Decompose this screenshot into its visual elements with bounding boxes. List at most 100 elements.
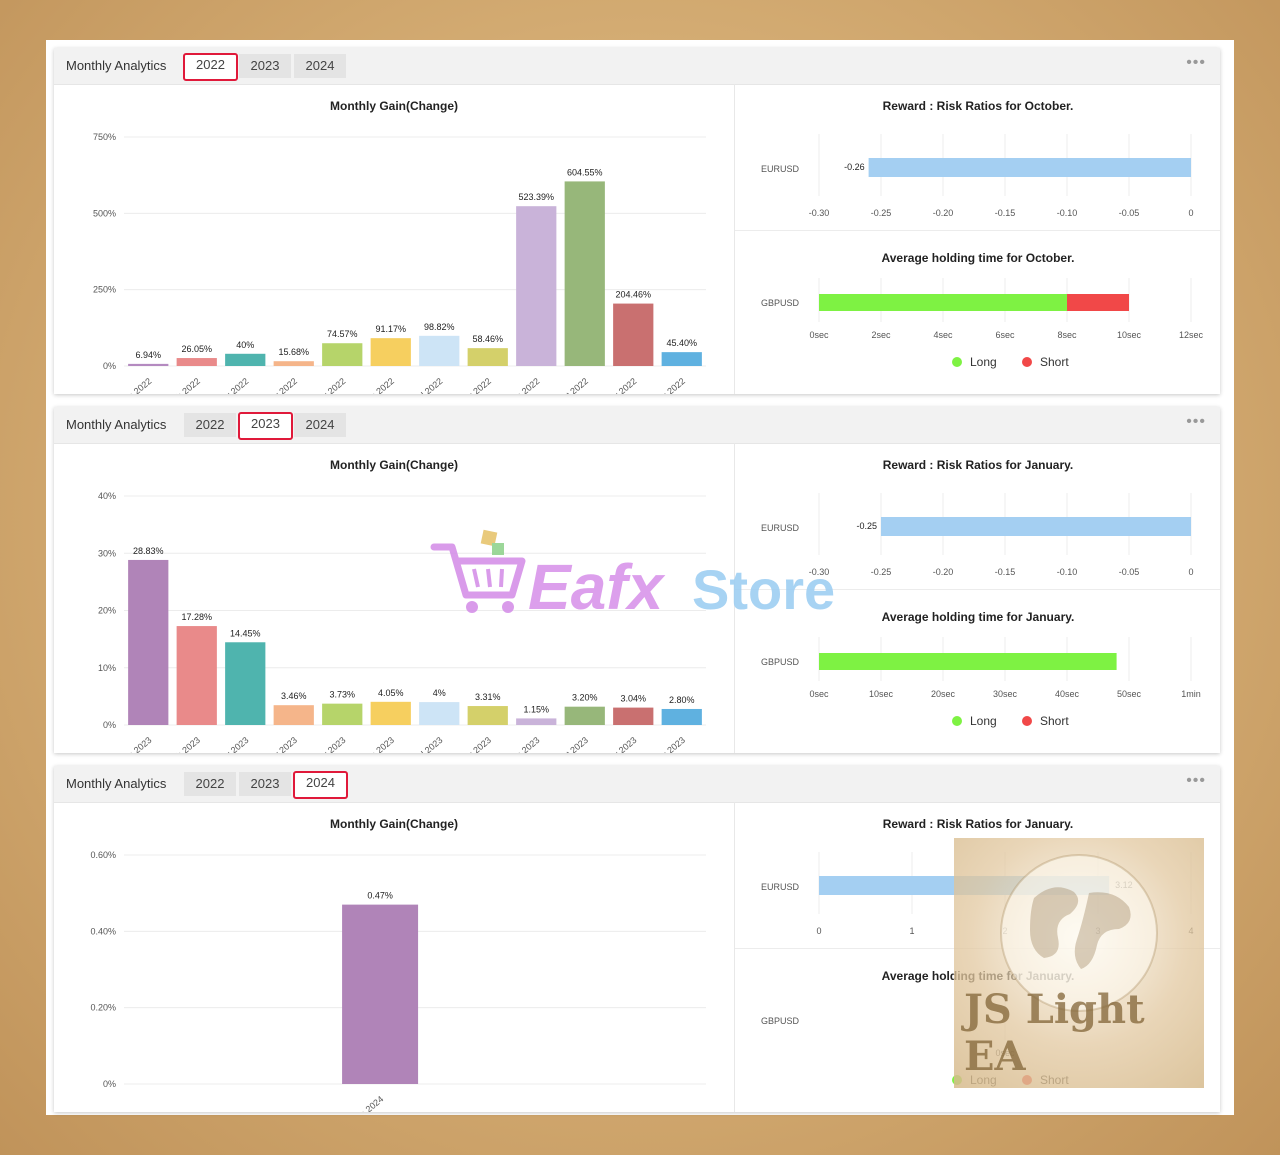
gain-data-label: 204.46%	[615, 290, 651, 300]
gain-bar[interactable]	[176, 626, 217, 725]
gain-y-tick: 0.40%	[90, 926, 116, 936]
legend-long[interactable]: Long	[952, 1073, 997, 1087]
hold-short-bar[interactable]	[1067, 294, 1129, 311]
hold-x-tick: 50sec	[1117, 689, 1142, 699]
tab-year-2022[interactable]: 2022	[184, 772, 236, 796]
gain-x-tick: Oct 2022	[556, 376, 590, 394]
gain-bar[interactable]	[419, 702, 460, 725]
tab-year-2023[interactable]: 2023	[239, 54, 291, 78]
hold-x-tick: 0sec	[809, 689, 829, 699]
holding-time-chart: Average holding time for January. 0sec 10s…	[761, 610, 1201, 699]
gain-bar[interactable]	[661, 708, 702, 725]
tab-year-2023[interactable]: 2023	[239, 772, 291, 796]
gain-bar[interactable]	[273, 361, 314, 366]
legend-long[interactable]: Long	[952, 355, 997, 369]
gain-data-label: 74.57%	[327, 329, 358, 339]
gain-y-tick: 0.20%	[90, 1003, 116, 1013]
hold-x-tick: 12sec	[1179, 330, 1204, 340]
rr-x-tick: -0.15	[995, 567, 1016, 577]
analytics-sheet: Monthly Analytics 2022 2023 2024 ••• Monthly …	[46, 40, 1234, 1115]
legend-long-label: Long	[970, 714, 997, 728]
gain-data-label: 3.04%	[620, 694, 646, 704]
panel-divider	[734, 84, 735, 394]
legend-long-dot-icon	[952, 1075, 962, 1085]
more-dots-icon[interactable]: •••	[1186, 54, 1206, 71]
rr-value-label: -0.26	[844, 162, 865, 172]
tab-year-2023[interactable]: 2023	[238, 412, 293, 440]
panel-divider	[734, 443, 735, 753]
panel-divider	[735, 230, 1220, 231]
gain-bar[interactable]	[370, 338, 411, 366]
gain-bar[interactable]	[128, 363, 169, 366]
gain-data-label: 0.47%	[367, 891, 393, 901]
gain-x-tick: Feb 2023	[166, 735, 202, 753]
gain-bar[interactable]	[322, 703, 363, 725]
gain-bar[interactable]	[128, 559, 169, 725]
more-dots-icon[interactable]: •••	[1186, 413, 1206, 430]
hold-long-bar[interactable]	[819, 294, 1067, 311]
hold-x-tick: 10sec	[1117, 330, 1142, 340]
tab-year-2024[interactable]: 2024	[294, 413, 346, 437]
gain-x-tick: Aug 2022	[457, 376, 493, 394]
gain-data-label: 58.46%	[472, 334, 503, 344]
rr-bar[interactable]	[881, 517, 1191, 536]
more-dots-icon[interactable]: •••	[1186, 772, 1206, 789]
gain-bar[interactable]	[467, 348, 508, 366]
gain-y-tick: 0%	[103, 361, 116, 371]
gain-bar[interactable]	[176, 358, 217, 366]
gain-bar[interactable]	[370, 701, 411, 725]
gain-bar[interactable]	[225, 642, 266, 725]
gain-x-tick: Feb 2022	[166, 376, 202, 394]
gain-bar[interactable]	[225, 353, 266, 366]
gain-y-tick: 750%	[93, 132, 116, 142]
rr-bar[interactable]	[868, 158, 1191, 177]
rr-x-tick: -0.20	[933, 567, 954, 577]
gain-bar[interactable]	[661, 352, 702, 366]
reward-risk-chart: Reward : Risk Ratios for October. -0.30 -0…	[761, 99, 1194, 218]
gain-bar[interactable]	[613, 707, 654, 725]
rr-x-tick: -0.15	[995, 208, 1016, 218]
gain-bar[interactable]	[467, 706, 508, 725]
gain-data-label: 3.73%	[329, 690, 355, 700]
gain-x-tick: Apr 2022	[265, 376, 299, 394]
rr-bar[interactable]	[819, 876, 1110, 895]
legend-short[interactable]: Short	[1022, 714, 1069, 728]
gain-bar[interactable]	[516, 718, 557, 725]
panel-divider	[735, 948, 1220, 949]
tab-year-2024[interactable]: 2024	[294, 54, 346, 78]
legend-long[interactable]: Long	[952, 714, 997, 728]
rr-x-tick: 0	[1188, 208, 1193, 218]
rr-x-tick: -0.10	[1057, 208, 1078, 218]
gain-x-tick: Apr 2023	[265, 735, 299, 753]
gain-bar[interactable]	[342, 904, 419, 1084]
gain-bar[interactable]	[564, 181, 605, 366]
gain-bar[interactable]	[419, 335, 460, 366]
gain-data-label: 40%	[236, 340, 254, 350]
gain-bar[interactable]	[273, 705, 314, 725]
legend-short[interactable]: Short	[1022, 1073, 1069, 1087]
rr-x-tick: 2	[1002, 926, 1007, 936]
tab-year-2024[interactable]: 2024	[293, 771, 348, 799]
gain-y-tick: 0%	[103, 720, 116, 730]
rr-category: EURUSD	[761, 523, 800, 533]
hold-long-bar[interactable]	[819, 653, 1117, 670]
gain-bar[interactable]	[516, 206, 557, 366]
gain-bar[interactable]	[564, 706, 605, 725]
gain-x-tick: Dec 2022	[651, 376, 687, 394]
gain-x-tick: Sep 2023	[506, 735, 542, 753]
gain-data-label: 3.46%	[281, 691, 307, 701]
rr-x-tick: 0	[816, 926, 821, 936]
legend-short-dot-icon	[1022, 357, 1032, 367]
tab-year-2022[interactable]: 2022	[183, 53, 238, 81]
gain-bar[interactable]	[613, 303, 654, 366]
legend-short[interactable]: Short	[1022, 355, 1069, 369]
gain-y-tick: 0%	[103, 1079, 116, 1089]
tab-year-2022[interactable]: 2022	[184, 413, 236, 437]
gain-data-label: 604.55%	[567, 167, 603, 177]
hold-category: GBPUSD	[761, 1016, 800, 1026]
gain-data-label: 3.31%	[475, 692, 501, 702]
gain-data-label: 15.68%	[278, 347, 309, 357]
gain-x-tick: May 2022	[311, 376, 348, 394]
gain-bar[interactable]	[322, 343, 363, 366]
holding-time-title: Average holding time for January.	[882, 969, 1075, 983]
